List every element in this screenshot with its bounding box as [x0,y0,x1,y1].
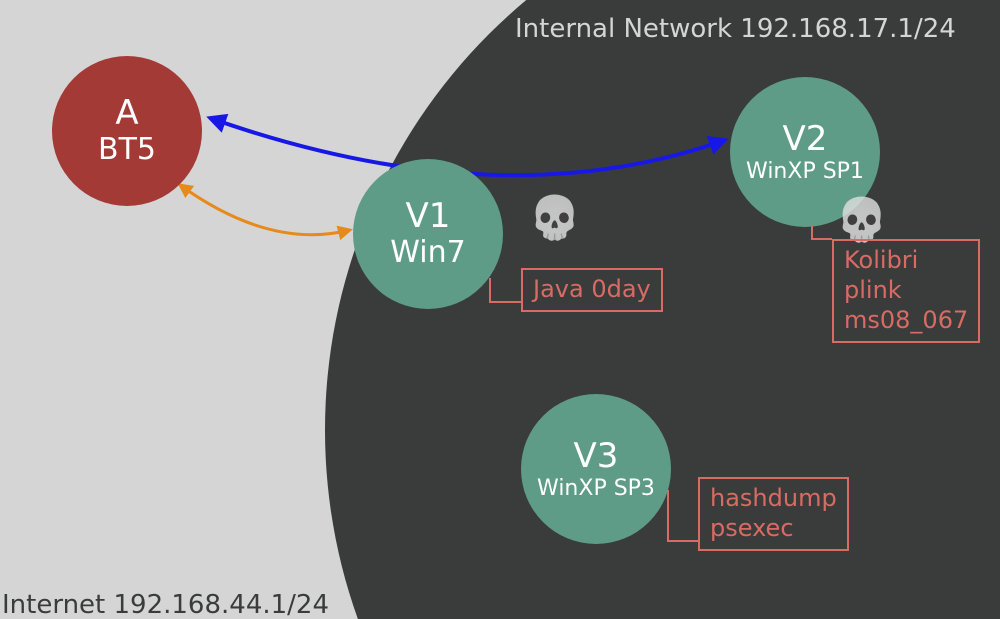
node-attacker [52,56,202,206]
callout-line: psexec [710,513,837,543]
zone-label-internal: Internal Network 192.168.17.1/24 [515,14,956,44]
callout-v3: hashdumppsexec [698,477,849,551]
callout-line: ms08_067 [844,305,968,335]
callout-line: Kolibri [844,245,968,275]
callout-line: Java 0day [533,274,651,304]
node-v1 [353,159,503,309]
zone-label-external: Internet 192.168.44.1/24 [2,590,329,619]
callout-line: plink [844,275,968,305]
callout-v1: Java 0day [521,268,663,312]
skull-icon: 💀 [529,193,581,243]
skull-icon: 💀 [836,195,888,245]
callout-v2: Kolibriplinkms08_067 [832,239,980,343]
node-v3 [521,394,671,544]
callout-line: hashdump [710,483,837,513]
